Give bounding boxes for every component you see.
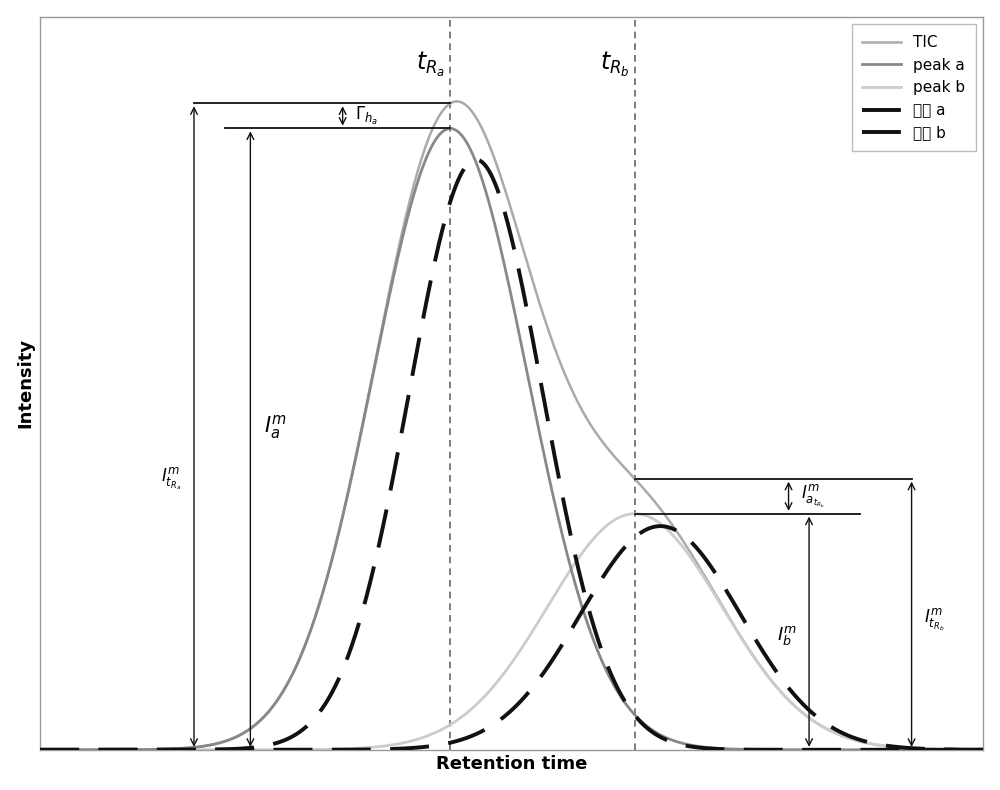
TIC <box>950 745 962 754</box>
模拟 a <box>950 745 962 754</box>
Line: TIC: TIC <box>40 101 983 750</box>
peak a <box>468 153 480 163</box>
模拟 b <box>950 745 962 754</box>
模拟 b <box>950 745 962 754</box>
Text: $t_{R_a}$: $t_{R_a}$ <box>416 50 445 79</box>
peak a <box>34 745 46 754</box>
peak b <box>777 690 789 699</box>
模拟 a <box>34 745 46 754</box>
TIC <box>451 96 463 106</box>
peak b <box>82 745 94 754</box>
Text: $I_a^m$: $I_a^m$ <box>264 412 287 441</box>
peak a <box>493 238 505 247</box>
Legend: TIC, peak a, peak b, 模拟 a, 模拟 b: TIC, peak a, peak b, 模拟 a, 模拟 b <box>852 24 976 151</box>
模拟 b <box>655 521 667 531</box>
TIC <box>977 745 989 754</box>
peak a <box>950 745 962 754</box>
TIC <box>82 745 94 754</box>
模拟 b <box>493 716 505 725</box>
peak a <box>444 124 456 134</box>
Line: peak a: peak a <box>40 129 983 750</box>
peak b <box>34 745 46 754</box>
peak a <box>777 745 789 754</box>
peak b <box>493 675 505 685</box>
模拟 a <box>777 745 789 754</box>
Line: peak b: peak b <box>40 514 983 750</box>
模拟 a <box>977 745 989 754</box>
Text: $I_{t_{R_a}}^m$: $I_{t_{R_a}}^m$ <box>161 465 182 491</box>
peak b <box>629 509 641 518</box>
Line: 模拟 a: 模拟 a <box>40 160 983 750</box>
TIC <box>468 110 480 119</box>
Text: $I_{t_{R_b}}^m$: $I_{t_{R_b}}^m$ <box>924 607 944 633</box>
peak a <box>950 745 962 754</box>
peak a <box>82 745 94 754</box>
X-axis label: Retention time: Retention time <box>436 755 587 773</box>
TIC <box>950 745 962 754</box>
peak a <box>977 745 989 754</box>
模拟 b <box>34 745 46 754</box>
peak b <box>950 745 962 754</box>
模拟 a <box>470 155 482 164</box>
Text: $\Gamma_{h_a}$: $\Gamma_{h_a}$ <box>355 105 378 127</box>
模拟 b <box>82 745 94 754</box>
模拟 b <box>777 676 789 686</box>
Text: $I_{a_{t_{R_b}}}^m$: $I_{a_{t_{R_b}}}^m$ <box>801 483 824 510</box>
peak b <box>950 745 962 754</box>
peak b <box>977 745 989 754</box>
Text: $I_b^m$: $I_b^m$ <box>777 625 797 648</box>
Y-axis label: Intensity: Intensity <box>17 338 35 428</box>
模拟 a <box>468 155 480 164</box>
模拟 a <box>493 190 505 200</box>
TIC <box>493 167 505 177</box>
peak b <box>468 702 480 712</box>
TIC <box>777 690 789 699</box>
TIC <box>34 745 46 754</box>
Line: 模拟 b: 模拟 b <box>40 526 983 750</box>
模拟 a <box>950 745 962 754</box>
模拟 a <box>82 745 94 754</box>
模拟 b <box>977 745 989 754</box>
Text: $t_{R_b}$: $t_{R_b}$ <box>600 50 630 79</box>
模拟 b <box>468 731 480 740</box>
